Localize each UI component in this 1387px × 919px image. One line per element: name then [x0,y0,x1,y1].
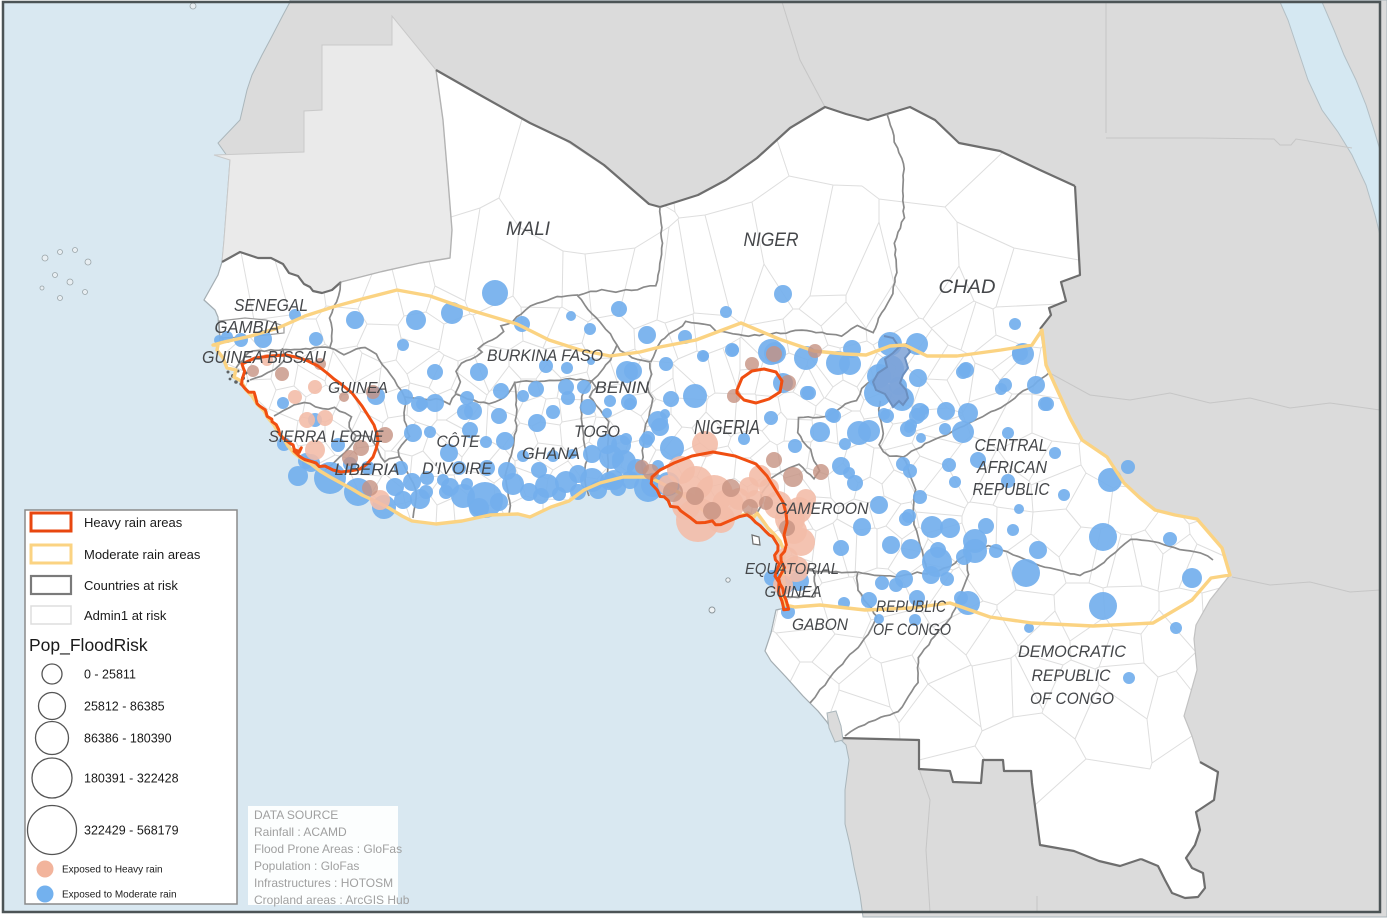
svg-text:0 - 25811: 0 - 25811 [84,668,136,682]
svg-text:Exposed to Moderate rain: Exposed to Moderate rain [62,890,177,901]
svg-text:86386 - 180390: 86386 - 180390 [84,732,172,746]
svg-text:SIERRA LEONE: SIERRA LEONE [269,427,385,446]
svg-text:REPUBLIC: REPUBLIC [876,597,947,616]
svg-text:TOGO: TOGO [574,422,620,441]
svg-text:Infrastructures : HOTOSM: Infrastructures : HOTOSM [254,876,393,890]
svg-text:OF CONGO: OF CONGO [873,620,951,639]
svg-text:Moderate rain areas: Moderate rain areas [84,547,201,562]
svg-text:GUINEA: GUINEA [765,584,822,601]
svg-text:180391 - 322428: 180391 - 322428 [84,772,179,786]
svg-text:DEMOCRATIC: DEMOCRATIC [1018,642,1127,661]
svg-text:Heavy rain areas: Heavy rain areas [84,515,183,530]
svg-text:GUINEA BISSAU: GUINEA BISSAU [202,347,326,367]
svg-text:BENIN: BENIN [595,378,650,397]
svg-text:Rainfall : ACAMD: Rainfall : ACAMD [254,825,347,839]
svg-text:REPUBLIC: REPUBLIC [973,479,1050,499]
svg-text:GHANA: GHANA [522,444,580,463]
svg-text:OF CONGO: OF CONGO [1030,689,1114,708]
svg-text:322429 - 568179: 322429 - 568179 [84,824,179,838]
svg-text:REPUBLIC: REPUBLIC [1032,666,1112,685]
svg-text:Countries at risk: Countries at risk [84,578,178,593]
svg-text:Admin1 at risk: Admin1 at risk [84,608,167,623]
svg-text:Pop_FloodRisk: Pop_FloodRisk [29,635,148,656]
svg-text:GAMBIA: GAMBIA [215,317,280,337]
svg-text:CENTRAL: CENTRAL [975,435,1048,455]
svg-text:CAMEROON: CAMEROON [776,499,870,518]
svg-text:Cropland areas : ArcGIS Hub: Cropland areas : ArcGIS Hub [254,893,410,907]
svg-text:CÔTE: CÔTE [437,432,481,451]
svg-text:BURKINA FASO: BURKINA FASO [487,346,603,365]
svg-text:DATA SOURCE: DATA SOURCE [254,808,338,822]
svg-text:NIGERIA: NIGERIA [694,417,760,439]
svg-text:GUINEA: GUINEA [328,380,388,397]
svg-text:Flood Prone Areas : GloFas: Flood Prone Areas : GloFas [254,842,402,856]
svg-text:Exposed to Heavy rain: Exposed to Heavy rain [62,865,163,876]
svg-text:Population : GloFas: Population : GloFas [254,859,359,873]
svg-text:NIGER: NIGER [744,229,799,251]
svg-text:GABON: GABON [792,616,848,634]
svg-text:EQUATORIAL: EQUATORIAL [745,561,839,578]
svg-text:LIBERIA: LIBERIA [335,460,400,479]
svg-text:AFRICAN: AFRICAN [976,457,1047,477]
svg-text:D'IVOIRE: D'IVOIRE [422,459,493,478]
svg-text:SENEGAL: SENEGAL [234,295,308,315]
svg-text:MALI: MALI [506,218,551,240]
svg-text:CHAD: CHAD [939,276,996,298]
svg-text:25812 - 86385: 25812 - 86385 [84,700,165,714]
